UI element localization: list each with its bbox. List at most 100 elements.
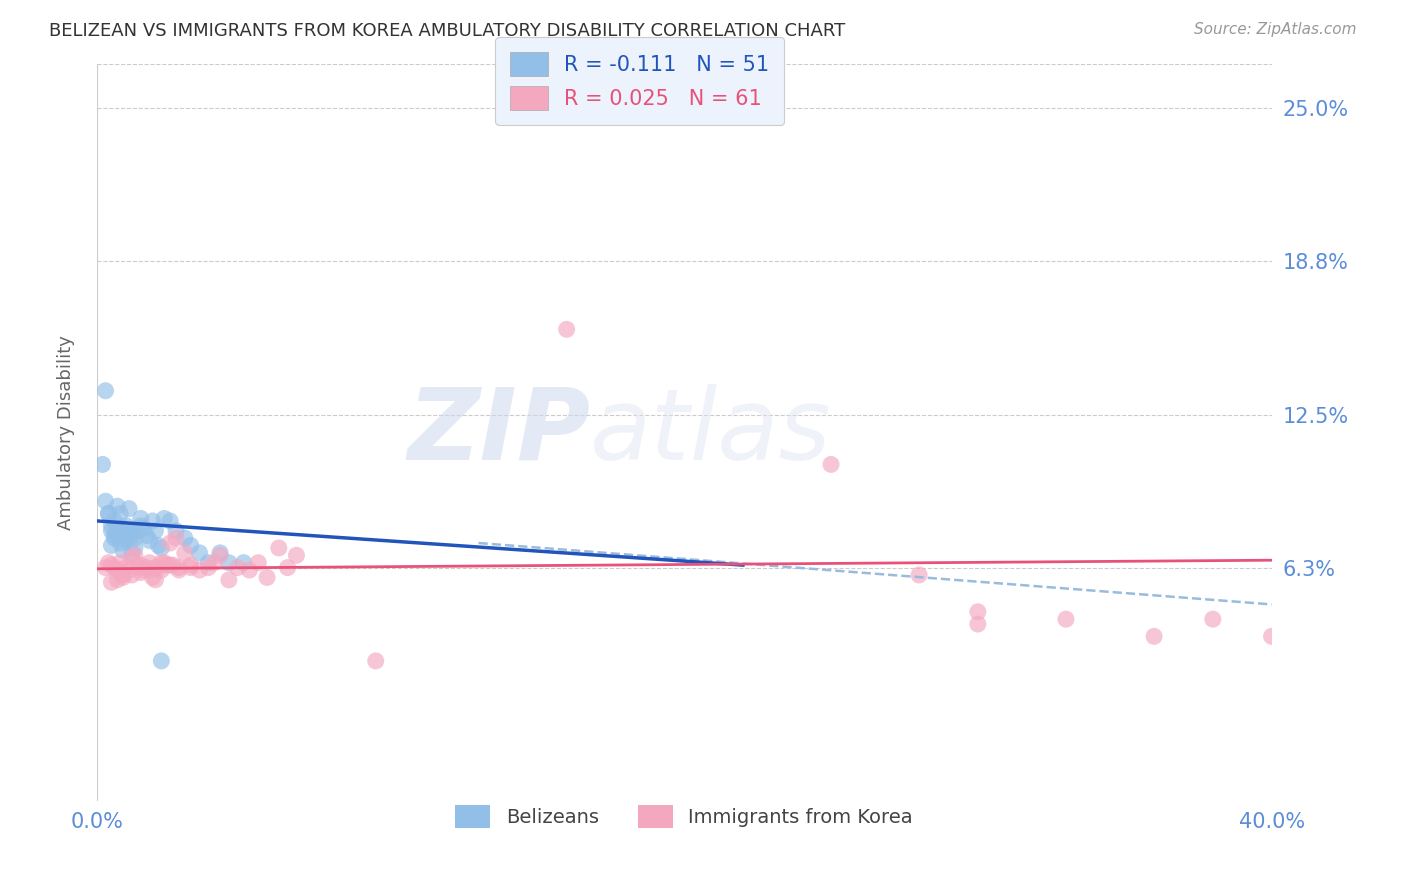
- Point: [105, 573, 128, 587]
- Text: Source: ZipAtlas.com: Source: ZipAtlas.com: [1194, 22, 1357, 37]
- Point: [115, 560, 138, 574]
- Point: [197, 560, 219, 574]
- Point: [173, 531, 195, 545]
- Point: [150, 556, 173, 570]
- Point: [105, 563, 128, 577]
- Point: [127, 524, 149, 538]
- Point: [908, 568, 931, 582]
- Point: [100, 518, 122, 533]
- Point: [118, 563, 141, 577]
- Point: [256, 570, 278, 584]
- Point: [165, 531, 187, 545]
- Point: [277, 560, 299, 574]
- Point: [129, 518, 152, 533]
- Point: [103, 531, 125, 545]
- Point: [97, 556, 120, 570]
- Point: [94, 494, 117, 508]
- Point: [121, 546, 143, 560]
- Point: [148, 560, 170, 574]
- Point: [364, 654, 387, 668]
- Point: [112, 568, 135, 582]
- Point: [1202, 612, 1225, 626]
- Point: [820, 458, 842, 472]
- Point: [555, 322, 578, 336]
- Legend: Belizeans, Immigrants from Korea: Belizeans, Immigrants from Korea: [447, 797, 921, 836]
- Point: [138, 533, 160, 548]
- Point: [165, 524, 187, 538]
- Point: [129, 511, 152, 525]
- Point: [108, 526, 131, 541]
- Point: [103, 514, 125, 528]
- Point: [100, 558, 122, 573]
- Point: [127, 560, 149, 574]
- Point: [97, 507, 120, 521]
- Point: [218, 573, 240, 587]
- Point: [112, 528, 135, 542]
- Point: [121, 526, 143, 541]
- Point: [94, 384, 117, 398]
- Point: [966, 617, 988, 632]
- Point: [150, 654, 173, 668]
- Point: [108, 507, 131, 521]
- Point: [94, 560, 117, 574]
- Point: [173, 546, 195, 560]
- Point: [138, 563, 160, 577]
- Point: [145, 560, 167, 574]
- Point: [129, 558, 152, 573]
- Point: [238, 563, 260, 577]
- Point: [129, 566, 152, 580]
- Point: [247, 556, 270, 570]
- Point: [108, 536, 131, 550]
- Point: [150, 563, 173, 577]
- Point: [232, 556, 254, 570]
- Point: [209, 549, 232, 563]
- Point: [100, 539, 122, 553]
- Point: [159, 558, 181, 573]
- Point: [121, 528, 143, 542]
- Point: [197, 556, 219, 570]
- Point: [100, 575, 122, 590]
- Point: [180, 539, 202, 553]
- Point: [91, 458, 114, 472]
- Point: [132, 563, 155, 577]
- Point: [1054, 612, 1077, 626]
- Point: [145, 524, 167, 538]
- Point: [103, 560, 125, 574]
- Text: BELIZEAN VS IMMIGRANTS FROM KOREA AMBULATORY DISABILITY CORRELATION CHART: BELIZEAN VS IMMIGRANTS FROM KOREA AMBULA…: [49, 22, 845, 40]
- Point: [115, 533, 138, 548]
- Point: [148, 539, 170, 553]
- Point: [121, 568, 143, 582]
- Point: [132, 521, 155, 535]
- Point: [226, 560, 249, 574]
- Point: [188, 563, 211, 577]
- Point: [105, 521, 128, 535]
- Point: [141, 514, 163, 528]
- Point: [159, 514, 181, 528]
- Point: [135, 528, 157, 542]
- Point: [121, 550, 143, 565]
- Point: [188, 546, 211, 560]
- Point: [153, 511, 176, 525]
- Point: [100, 524, 122, 538]
- Y-axis label: Ambulatory Disability: Ambulatory Disability: [58, 335, 75, 530]
- Point: [108, 556, 131, 570]
- Point: [112, 521, 135, 535]
- Point: [112, 570, 135, 584]
- Point: [153, 556, 176, 570]
- Point: [141, 570, 163, 584]
- Point: [167, 560, 190, 574]
- Point: [135, 560, 157, 574]
- Point: [167, 563, 190, 577]
- Point: [115, 518, 138, 533]
- Point: [145, 573, 167, 587]
- Point: [124, 531, 146, 545]
- Point: [112, 543, 135, 558]
- Text: ZIP: ZIP: [408, 384, 591, 481]
- Point: [267, 541, 290, 555]
- Point: [202, 556, 225, 570]
- Point: [118, 501, 141, 516]
- Point: [97, 507, 120, 521]
- Point: [124, 541, 146, 555]
- Point: [1260, 629, 1282, 643]
- Point: [124, 549, 146, 563]
